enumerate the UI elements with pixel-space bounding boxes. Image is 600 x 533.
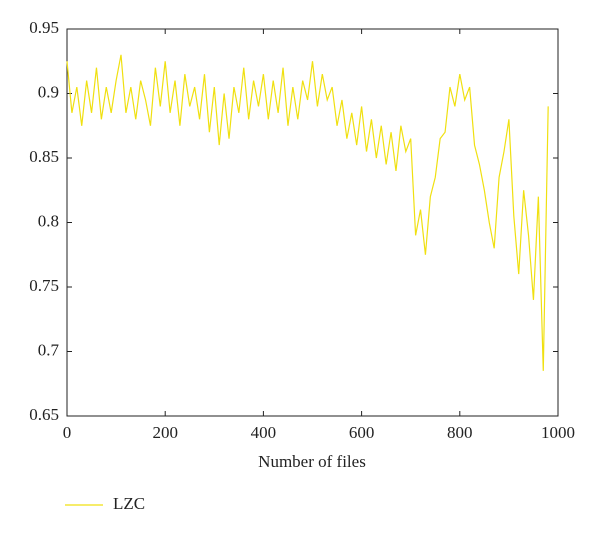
x-tick-label: 200	[152, 423, 178, 442]
y-tick-label: 0.9	[38, 82, 59, 101]
y-tick-label: 0.75	[29, 276, 59, 295]
y-tick-label: 0.7	[38, 340, 60, 359]
x-tick-label: 0	[63, 423, 72, 442]
x-tick-label: 1000	[541, 423, 575, 442]
legend-label: LZC	[113, 494, 145, 513]
x-tick-label: 400	[251, 423, 277, 442]
x-tick-label: 600	[349, 423, 375, 442]
plot-frame	[66, 28, 559, 417]
y-tick-label: 0.95	[29, 18, 59, 37]
y-tick-label: 0.85	[29, 147, 59, 166]
y-tick-label: 0.8	[38, 211, 59, 230]
x-axis-label: Number of files	[258, 452, 366, 471]
data-line	[66, 54, 549, 371]
x-tick-label: 800	[447, 423, 473, 442]
y-tick-label: 0.65	[29, 405, 59, 424]
